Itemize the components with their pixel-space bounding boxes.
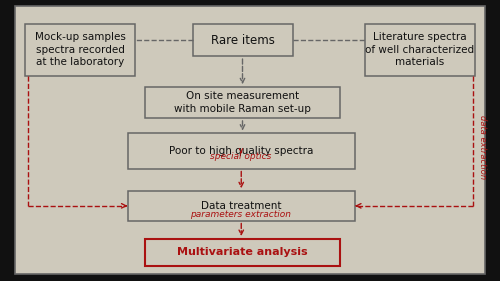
- FancyBboxPatch shape: [15, 6, 485, 274]
- Text: parameters extraction: parameters extraction: [190, 210, 292, 219]
- FancyBboxPatch shape: [365, 24, 475, 76]
- FancyBboxPatch shape: [145, 87, 340, 118]
- FancyBboxPatch shape: [25, 24, 135, 76]
- FancyBboxPatch shape: [128, 191, 355, 221]
- Text: Mock-up samples
spectra recorded
at the laboratory: Mock-up samples spectra recorded at the …: [34, 33, 126, 67]
- Text: Literature spectra
of well characterized
materials: Literature spectra of well characterized…: [366, 33, 474, 67]
- FancyBboxPatch shape: [128, 133, 355, 169]
- Text: On site measurement
with mobile Raman set-up: On site measurement with mobile Raman se…: [174, 91, 311, 114]
- Text: data extraction: data extraction: [478, 115, 486, 180]
- Text: Data treatment: Data treatment: [201, 201, 281, 211]
- FancyBboxPatch shape: [192, 24, 292, 56]
- Text: Poor to high quality spectra: Poor to high quality spectra: [169, 146, 314, 156]
- Text: Rare items: Rare items: [210, 33, 274, 47]
- FancyBboxPatch shape: [145, 239, 340, 266]
- Text: special optics: special optics: [210, 152, 272, 161]
- Text: Multivariate analysis: Multivariate analysis: [177, 247, 308, 257]
